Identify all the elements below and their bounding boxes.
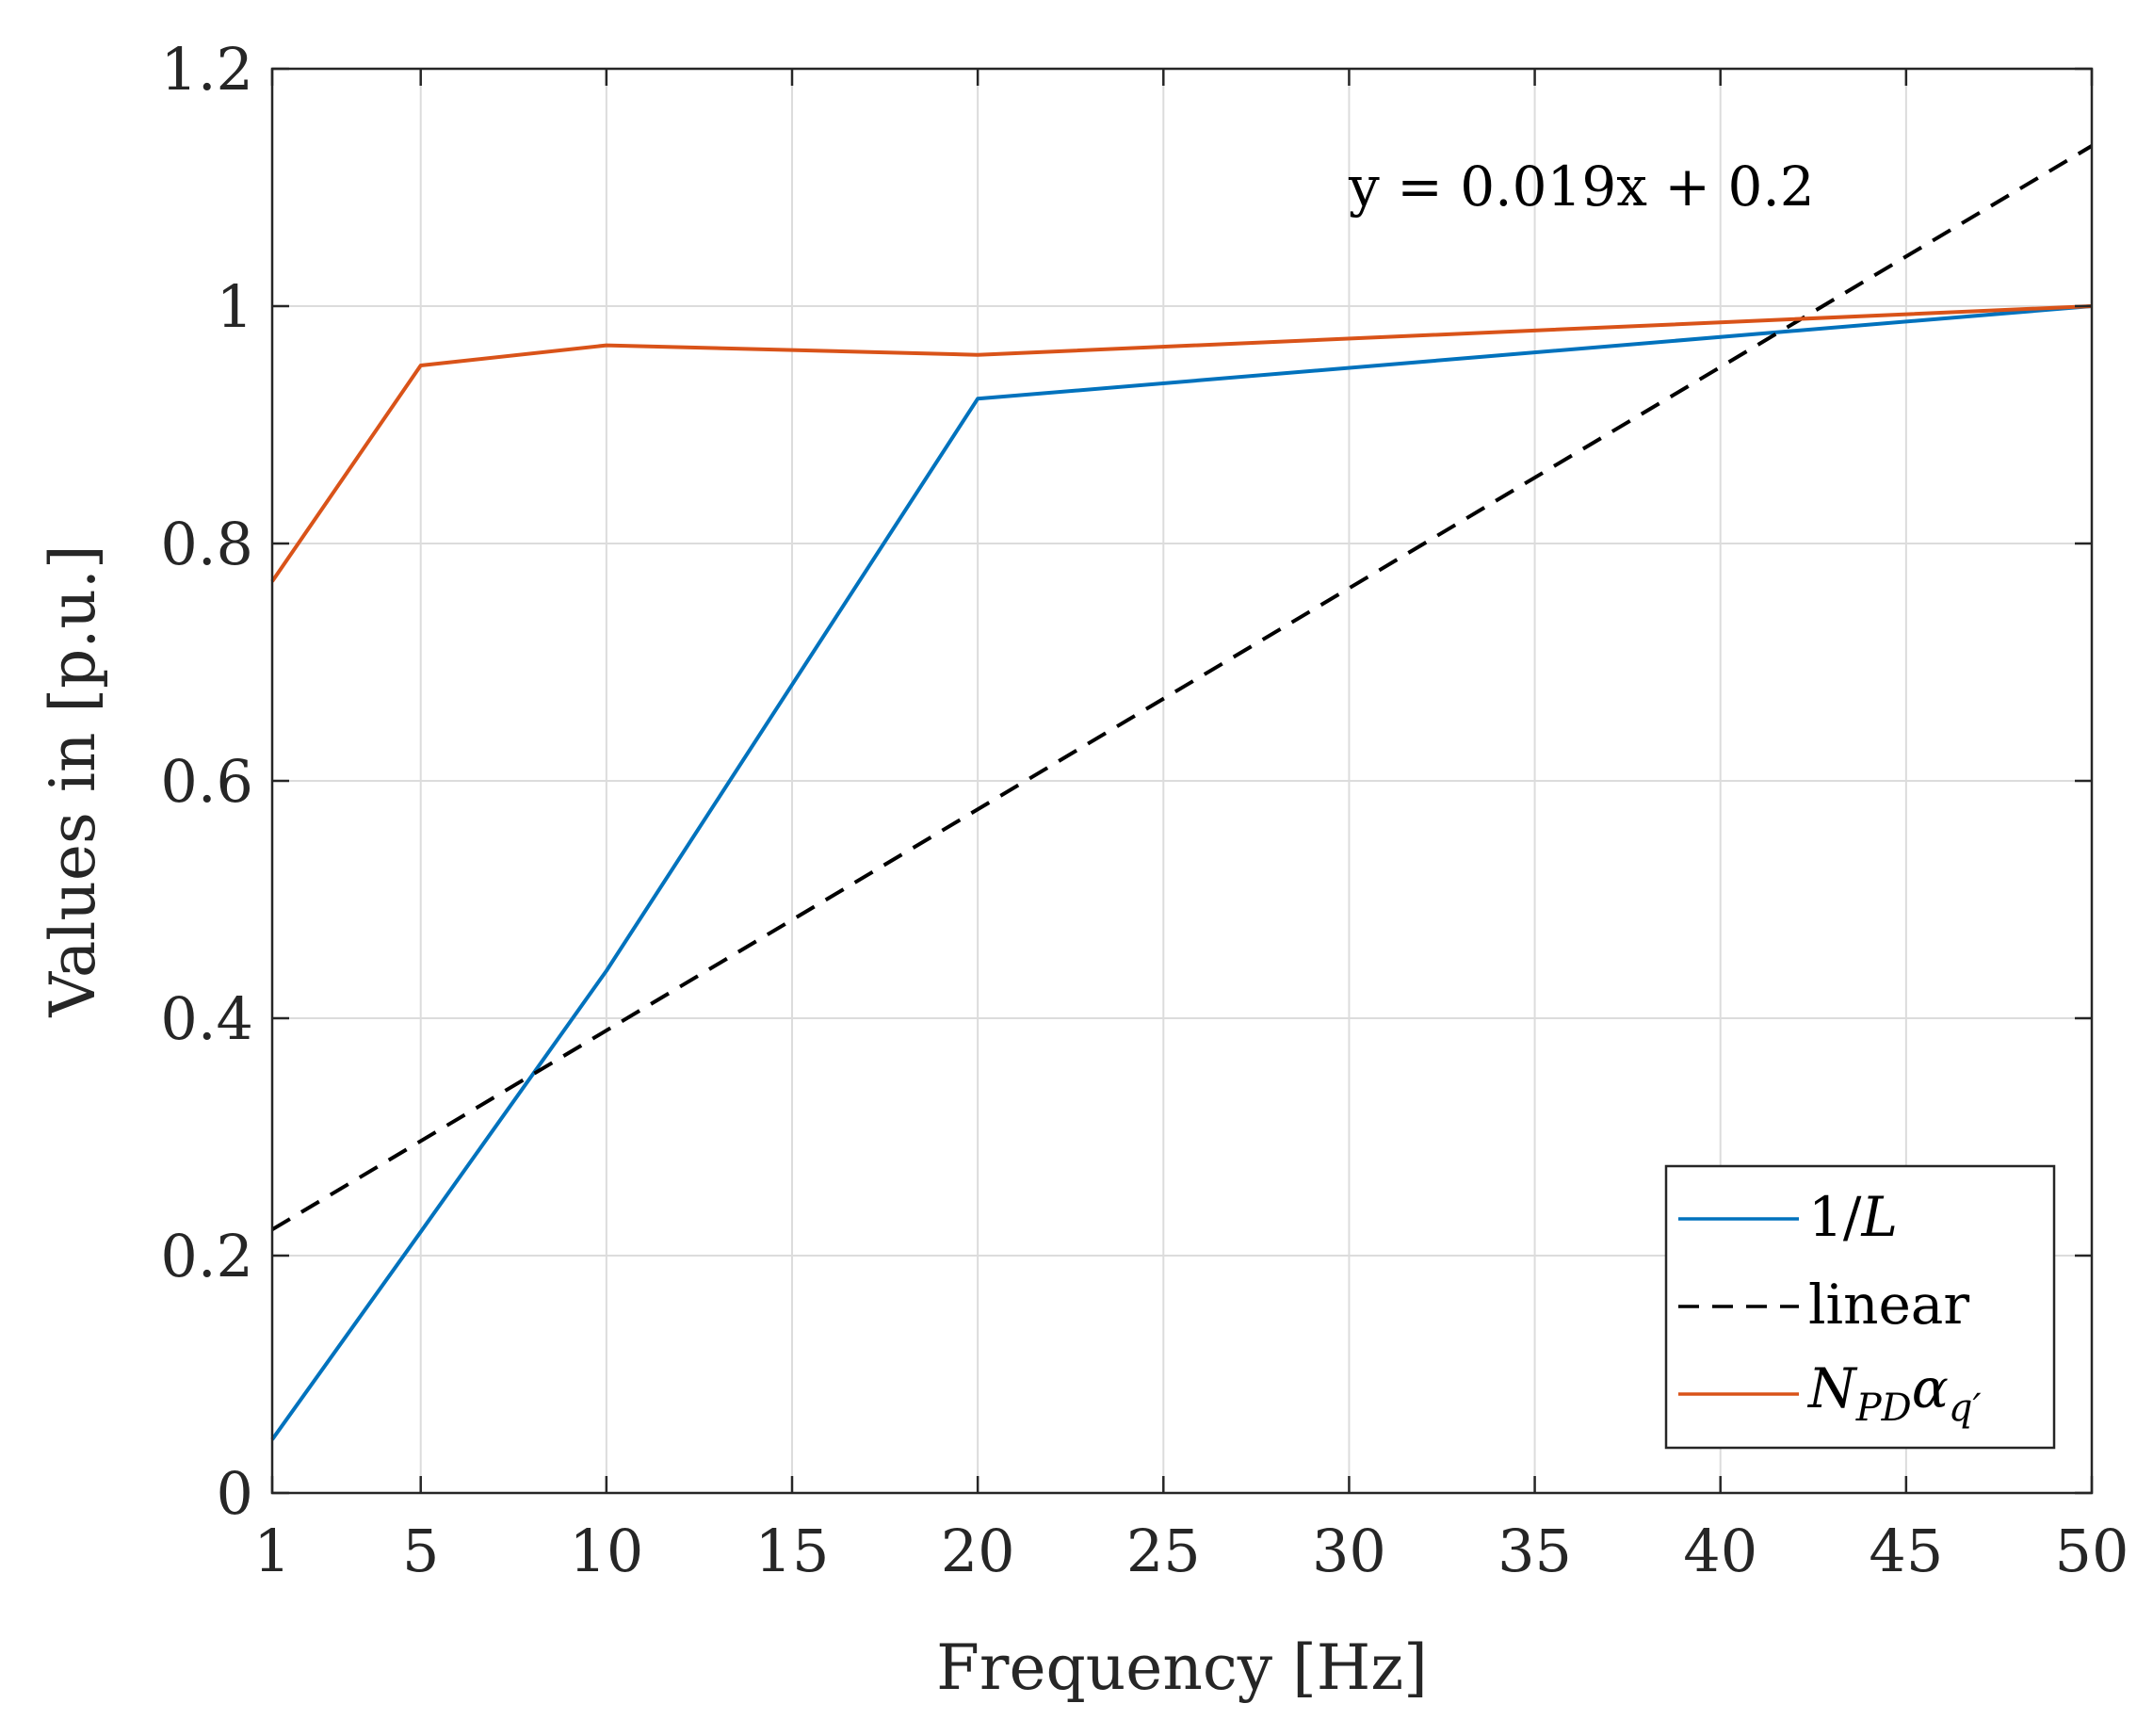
- legend-label-linear: linear: [1808, 1273, 1969, 1337]
- x-tick-labels: 1 5 10 15 20 25 30 35 40 45 50: [253, 1517, 2129, 1585]
- axes: [270, 67, 2094, 1495]
- x-tick-label: 10: [569, 1517, 643, 1585]
- y-tick-label: 0.8: [160, 510, 253, 578]
- legend-label-1-over-l: 1/L: [1808, 1185, 1898, 1249]
- x-axis-title: Frequency [Hz]: [936, 1631, 1428, 1704]
- x-tick-label: 45: [1869, 1517, 1943, 1585]
- y-tick-label: 1: [217, 272, 253, 341]
- x-tick-label: 5: [402, 1517, 439, 1585]
- series-line-0: [270, 304, 2093, 1441]
- x-tick-label: 20: [941, 1517, 1015, 1585]
- x-tick-label: 35: [1497, 1517, 1572, 1585]
- legend-label-npd-alpha: NPDαq′: [1806, 1356, 1982, 1430]
- y-tick-labels: 0 0.2 0.4 0.6 0.8 1 1.2: [160, 35, 253, 1528]
- x-tick-label: 30: [1312, 1517, 1386, 1585]
- x-tick-label: 40: [1683, 1517, 1757, 1585]
- y-tick-label: 0.4: [160, 984, 253, 1053]
- series-line-1: [270, 144, 2094, 1232]
- series-layer: [270, 144, 2094, 1441]
- y-tick-label: 0: [217, 1459, 253, 1528]
- legend: 1/L linear NPDαq′: [1664, 1164, 2056, 1450]
- x-tick-label: 15: [755, 1517, 830, 1585]
- fit-annotation: y = 0.019x + 0.2: [1348, 154, 1815, 219]
- y-tick-label: 1.2: [160, 35, 253, 104]
- x-tick-label: 1: [253, 1517, 290, 1585]
- y-tick-label: 0.6: [160, 747, 253, 816]
- series-line-2: [270, 304, 2093, 583]
- y-axis-title: Values in [p.u.]: [37, 544, 109, 1017]
- y-tick-label: 0.2: [160, 1222, 253, 1290]
- x-tick-label: 25: [1126, 1517, 1201, 1585]
- x-tick-label: 50: [2055, 1517, 2129, 1585]
